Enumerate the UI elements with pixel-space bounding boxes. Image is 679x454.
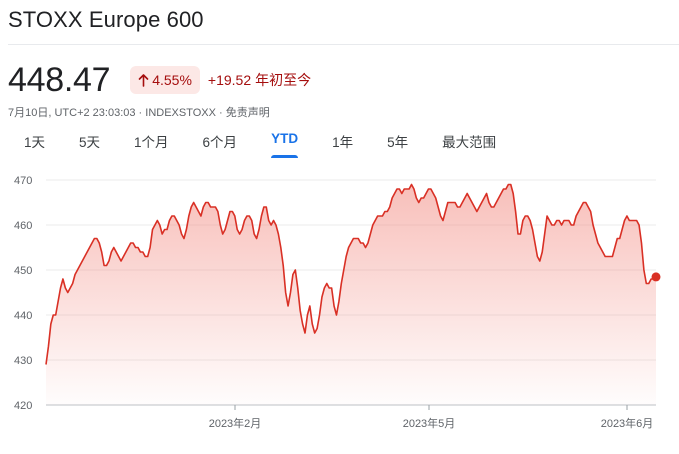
y-tick-label: 420 [14, 400, 32, 412]
tab-7[interactable]: 最大范围 [442, 135, 497, 150]
change-percent-badge: 4.55% [130, 66, 200, 94]
last-price-dot [651, 272, 661, 282]
change-period: 年初至今 [255, 72, 312, 88]
tab-4[interactable]: YTD [259, 126, 310, 158]
y-tick-label: 440 [14, 310, 32, 322]
x-tick-label: 2023年2月 [209, 416, 262, 430]
price-chart: 420 430 440 450 460 470 2023年2月 2023年5月 2023年6月 [14, 175, 661, 430]
x-tick-label: 2023年5月 [403, 416, 456, 430]
tab-3[interactable]: 6个月 [202, 135, 238, 150]
current-price: 448.47 [8, 61, 111, 99]
y-tick-label: 450 [14, 265, 32, 277]
y-tick-label: 470 [14, 175, 32, 187]
tab-1[interactable]: 5天 [79, 135, 101, 150]
arrow-up-icon [138, 73, 149, 87]
area-fill [46, 184, 656, 405]
quote-meta: 7月10日, UTC+2 23:03:03 · INDEXSTOXX · 免责声… [8, 107, 270, 119]
x-tick-label: 2023年6月 [601, 416, 654, 430]
tab-6[interactable]: 5年 [387, 135, 409, 150]
tab-5[interactable]: 1年 [332, 135, 354, 150]
range-tabs: 1天 5天 1个月 6个月 YTD 1年 5年 最大范围 [12, 126, 518, 158]
tab-0[interactable]: 1天 [24, 135, 46, 150]
y-tick-label: 460 [14, 220, 32, 232]
title-divider [8, 44, 679, 45]
price-line [45, 183, 657, 365]
change-percent: 4.55% [152, 72, 192, 88]
index-title: STOXX Europe 600 [8, 7, 204, 32]
y-tick-label: 430 [14, 355, 32, 367]
price-row: 448.47 4.55% +19.52 年初至今 [8, 60, 311, 100]
change-value: +19.52 [207, 72, 252, 88]
tab-2[interactable]: 1个月 [134, 135, 169, 150]
